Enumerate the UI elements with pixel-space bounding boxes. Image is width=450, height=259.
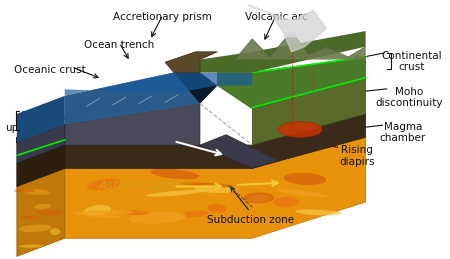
Polygon shape — [65, 73, 252, 96]
Ellipse shape — [273, 197, 299, 207]
Polygon shape — [217, 57, 366, 109]
Text: Moho
discontinuity: Moho discontinuity — [375, 87, 443, 108]
Ellipse shape — [18, 216, 41, 219]
Ellipse shape — [84, 205, 111, 215]
Ellipse shape — [180, 183, 235, 188]
Ellipse shape — [35, 204, 51, 209]
Ellipse shape — [181, 211, 208, 217]
Ellipse shape — [146, 190, 204, 197]
Text: Solid
uppermost
mantle: Solid uppermost mantle — [5, 111, 62, 145]
Text: Oceanic crust: Oceanic crust — [14, 65, 86, 75]
Polygon shape — [17, 145, 65, 186]
Ellipse shape — [18, 225, 52, 232]
Ellipse shape — [19, 244, 43, 248]
Polygon shape — [17, 168, 65, 256]
Polygon shape — [200, 135, 279, 168]
Polygon shape — [65, 114, 366, 168]
Ellipse shape — [119, 210, 149, 215]
Text: Accretionary prism: Accretionary prism — [113, 12, 212, 22]
Ellipse shape — [284, 173, 326, 185]
Ellipse shape — [279, 122, 322, 137]
Text: Asthenosphere: Asthenosphere — [99, 179, 193, 192]
Ellipse shape — [14, 189, 36, 193]
Text: Magma
chamber: Magma chamber — [380, 122, 426, 143]
Polygon shape — [65, 137, 366, 238]
Polygon shape — [252, 78, 366, 145]
Polygon shape — [65, 73, 217, 124]
Ellipse shape — [79, 210, 134, 215]
Polygon shape — [17, 124, 65, 163]
Ellipse shape — [247, 194, 270, 202]
Ellipse shape — [150, 169, 199, 179]
Ellipse shape — [74, 212, 122, 218]
Ellipse shape — [87, 179, 122, 190]
Ellipse shape — [207, 204, 227, 213]
Polygon shape — [165, 52, 217, 73]
Ellipse shape — [50, 228, 60, 235]
Polygon shape — [65, 104, 200, 145]
Polygon shape — [200, 31, 366, 73]
Text: Volcanic arc: Volcanic arc — [245, 12, 308, 22]
Text: Rising
diapirs: Rising diapirs — [339, 145, 375, 167]
Ellipse shape — [22, 189, 50, 195]
Polygon shape — [17, 96, 65, 142]
Ellipse shape — [129, 212, 186, 224]
Ellipse shape — [279, 189, 328, 197]
Text: Lithosphere: Lithosphere — [137, 122, 207, 135]
Polygon shape — [174, 73, 217, 104]
Ellipse shape — [244, 192, 274, 203]
Text: Subduction zone: Subduction zone — [207, 215, 294, 225]
Ellipse shape — [194, 184, 238, 193]
Text: Ocean trench: Ocean trench — [84, 40, 154, 50]
Polygon shape — [284, 31, 299, 37]
Ellipse shape — [36, 210, 63, 215]
Polygon shape — [248, 5, 326, 52]
Ellipse shape — [295, 209, 342, 215]
Text: Continental
crust: Continental crust — [381, 51, 442, 72]
